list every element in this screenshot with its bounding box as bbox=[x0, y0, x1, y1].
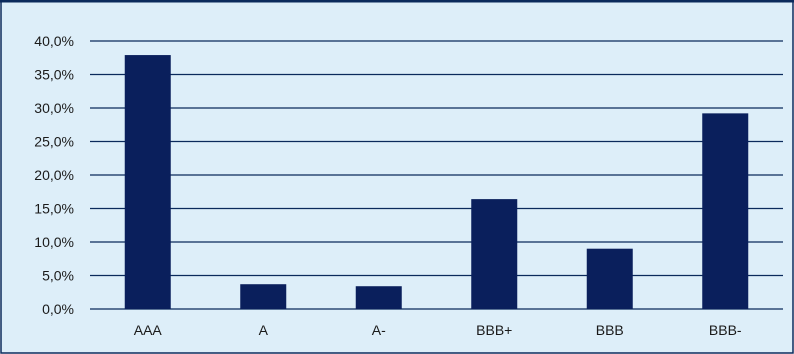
y-tick-label: 25,0% bbox=[34, 134, 74, 150]
y-tick-label: 20,0% bbox=[34, 167, 74, 183]
y-tick-label: 5,0% bbox=[42, 268, 74, 284]
y-tick-label: 30,0% bbox=[34, 100, 74, 116]
x-tick-label: AAA bbox=[134, 322, 163, 338]
y-tick-label: 10,0% bbox=[34, 234, 74, 250]
y-tick-label: 0,0% bbox=[42, 301, 74, 317]
bar-a-minus bbox=[355, 286, 402, 309]
y-tick-label: 35,0% bbox=[34, 67, 74, 83]
bar-aaa bbox=[124, 55, 171, 309]
bar-bbb-minus bbox=[702, 113, 749, 309]
x-tick-label: BBB+ bbox=[476, 322, 512, 338]
x-tick-label: BBB bbox=[596, 322, 624, 338]
bar-bbb bbox=[586, 248, 633, 309]
x-tick-label: A bbox=[259, 322, 269, 338]
bar-a bbox=[240, 284, 287, 309]
x-tick-label: A- bbox=[372, 322, 386, 338]
y-tick-label: 40,0% bbox=[34, 33, 74, 49]
bar-bbb-plus bbox=[471, 199, 518, 309]
y-tick-label: 15,0% bbox=[34, 201, 74, 217]
x-tick-label: BBB- bbox=[709, 322, 742, 338]
